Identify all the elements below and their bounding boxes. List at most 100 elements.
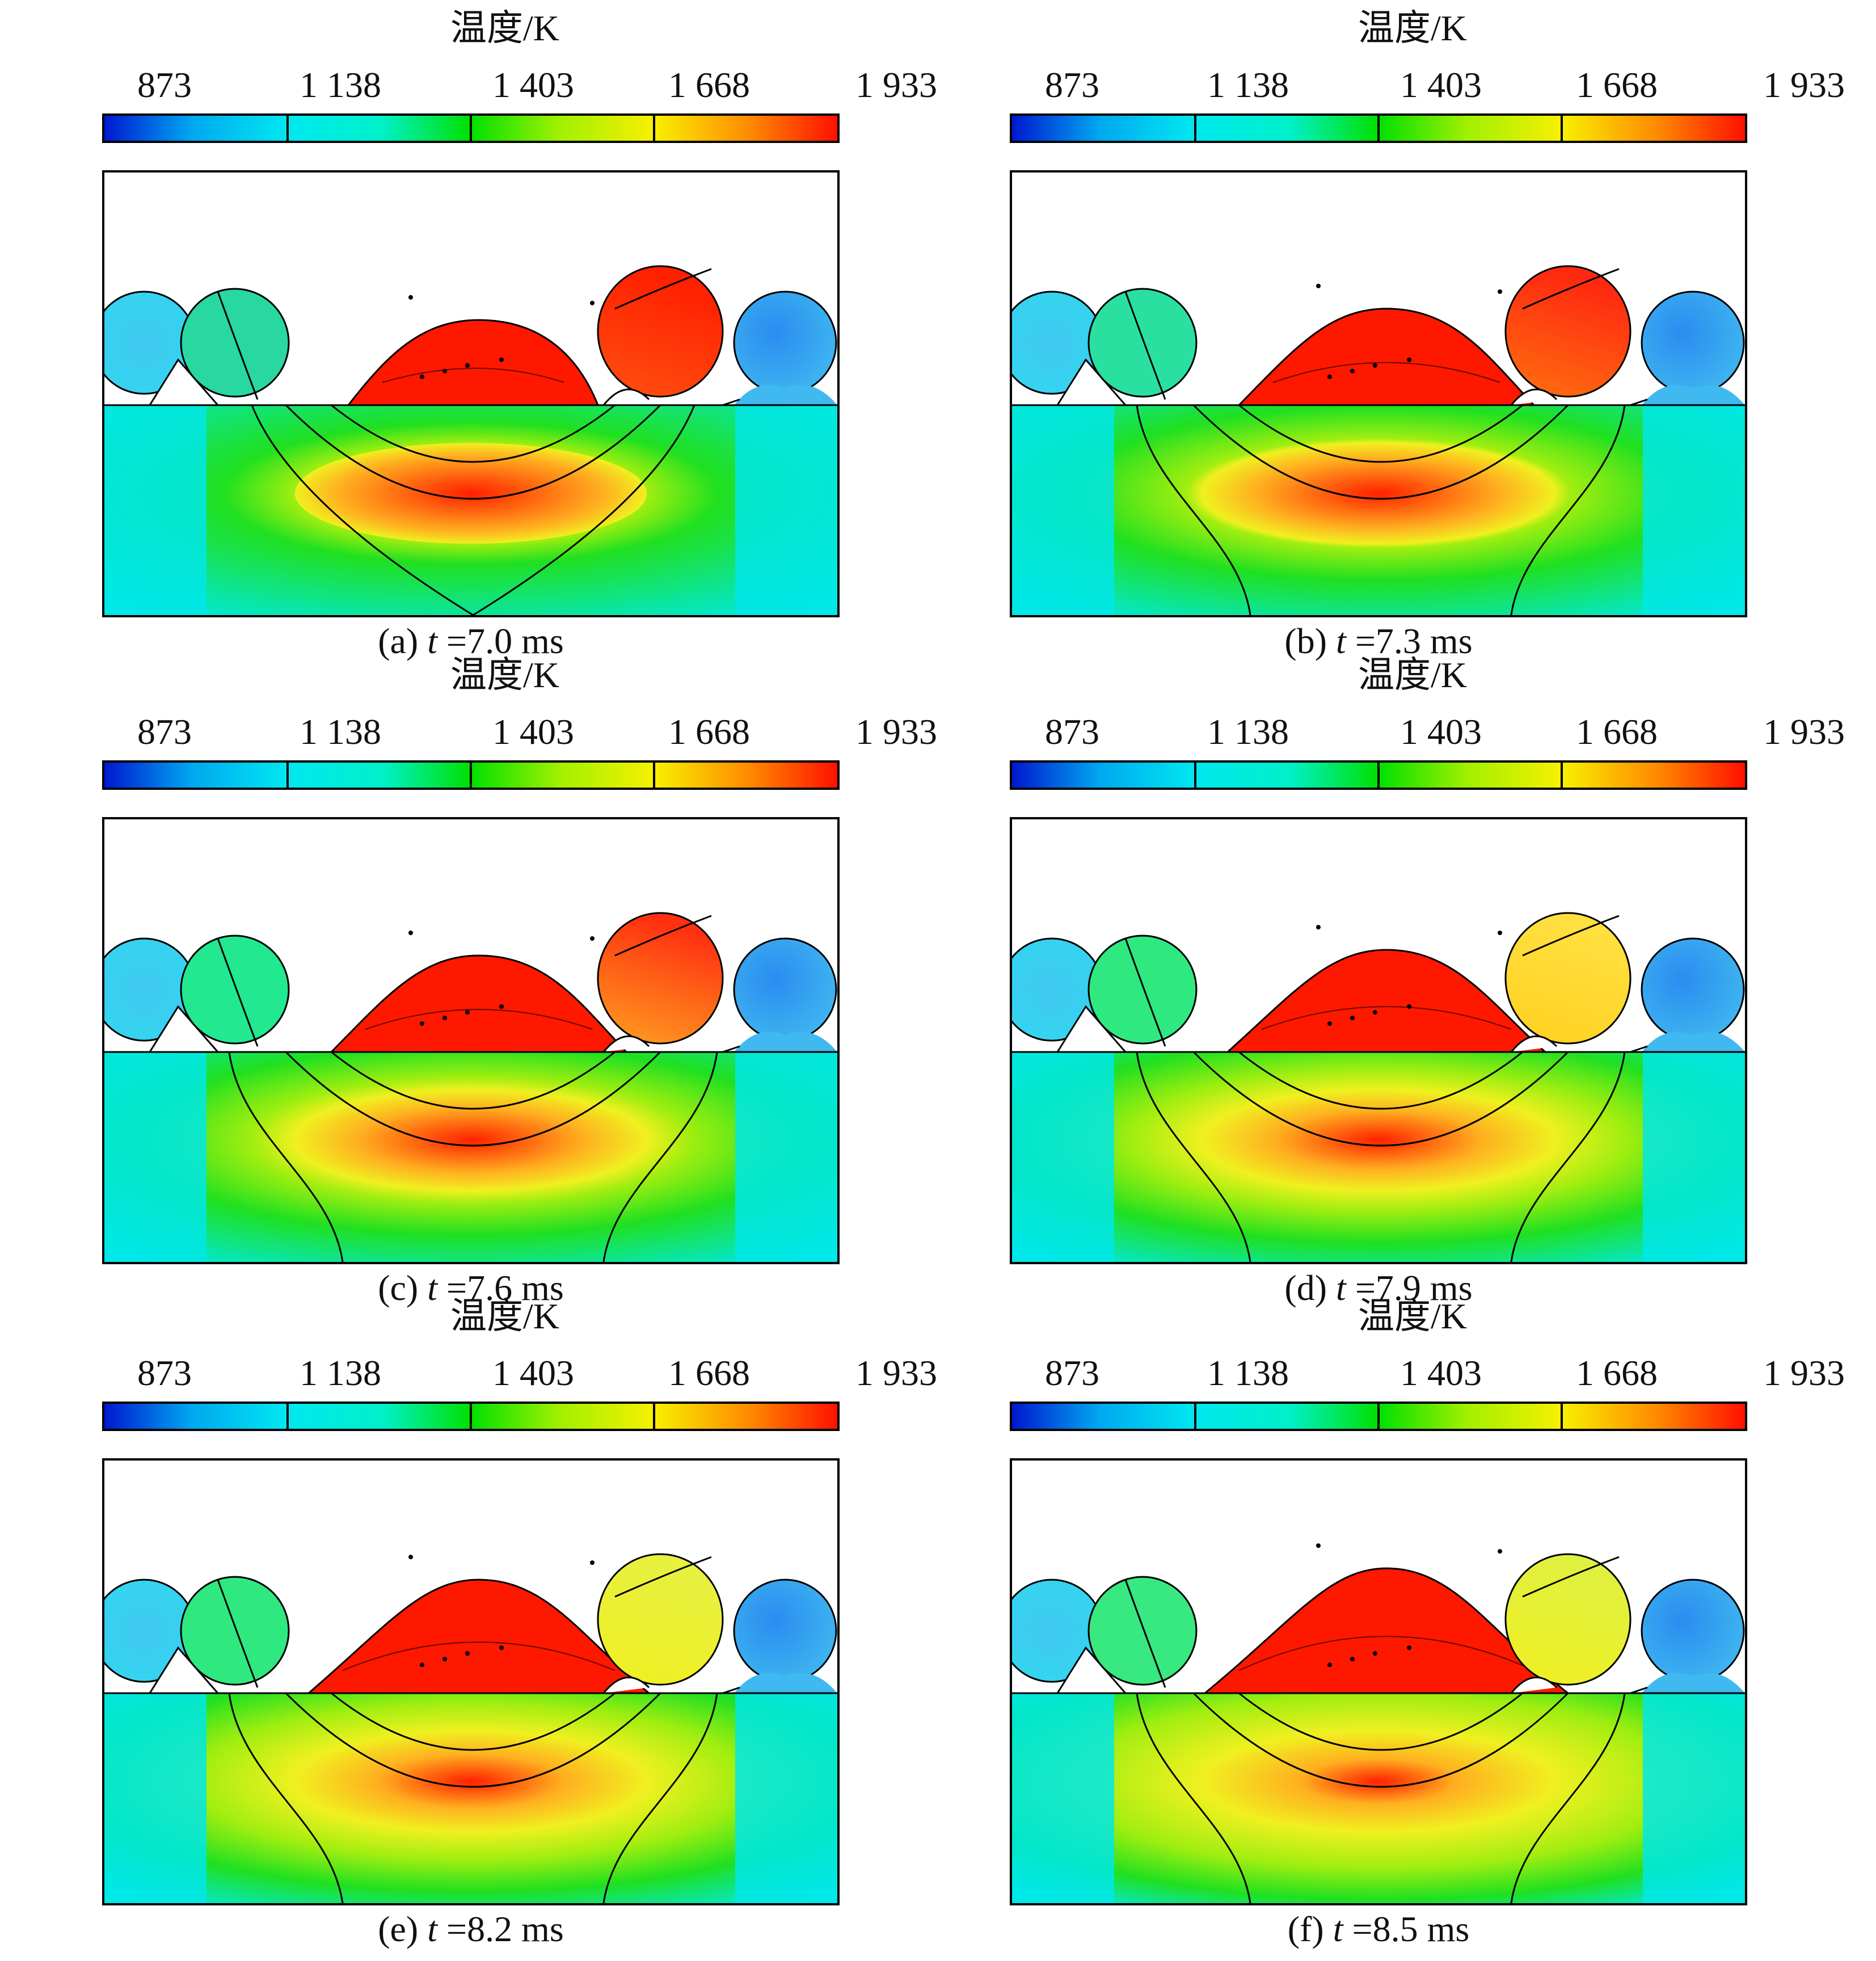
panel-label: (c) xyxy=(378,1268,419,1308)
panel-a: 温度/K 873 1 138 1 403 1 668 1 933 (a) t =7.0 ms xyxy=(79,6,937,661)
colorbar-tick-label: 1 138 xyxy=(300,1353,381,1393)
isotherm-contour xyxy=(602,1051,718,1262)
panel-caption: (b) t =7.3 ms xyxy=(987,618,1770,664)
spatter-particle xyxy=(420,1021,424,1026)
spatter-particle xyxy=(442,369,447,373)
spatter-particle xyxy=(465,363,470,368)
colorbar-tick-label: 1 138 xyxy=(1207,1353,1289,1393)
colorbar-divider xyxy=(286,116,289,141)
colorbar-tick-labels: 873 1 138 1 403 1 668 1 933 xyxy=(987,62,1845,108)
colorbar-title: 温度/K xyxy=(1358,1296,1467,1336)
colorbar-divider xyxy=(1561,116,1563,141)
spatter-particle xyxy=(590,936,595,941)
colorbar-tick-label: 1 933 xyxy=(855,1353,937,1393)
colorbar-tick-label: 1 403 xyxy=(1400,65,1482,105)
temperature-field-plot xyxy=(102,170,840,617)
temperature-field-plot xyxy=(102,817,840,1264)
spatter-particle xyxy=(408,295,413,300)
panel-label: (d) xyxy=(1284,1268,1327,1308)
time-value: =8.5 ms xyxy=(1352,1909,1470,1949)
spatter-particle xyxy=(1327,1663,1332,1667)
temperature-field-plot xyxy=(102,1458,840,1905)
colorbar-tick-label: 1 138 xyxy=(300,712,381,752)
isotherm-contour xyxy=(1510,1051,1626,1262)
melt-pool xyxy=(346,319,600,406)
colorbar-divider xyxy=(1377,1404,1380,1429)
colorbar-tick-labels: 873 1 138 1 403 1 668 1 933 xyxy=(987,1350,1845,1396)
isotherm-contour xyxy=(1510,1693,1626,1903)
panel-caption: (c) t =7.6 ms xyxy=(79,1265,862,1311)
colorbar-tick-labels: 873 1 138 1 403 1 668 1 933 xyxy=(987,709,1845,755)
time-variable: t xyxy=(1333,1909,1343,1949)
powder-particle xyxy=(1087,935,1198,1045)
colorbar-tick-label: 873 xyxy=(137,712,192,752)
isotherm-contour xyxy=(285,404,661,500)
colorbar-divider xyxy=(470,116,472,141)
temperature-field-svg xyxy=(104,912,837,1262)
colorbar-title: 温度/K xyxy=(1358,8,1467,48)
colorbar xyxy=(1010,113,1747,143)
colorbar-title: 温度/K xyxy=(450,655,559,695)
powder-particle-cold xyxy=(722,937,837,1053)
colorbar-tick-label: 1 138 xyxy=(300,65,381,105)
temperature-field-plot xyxy=(1010,170,1747,617)
spatter-particle xyxy=(465,1651,470,1656)
spatter-particle xyxy=(408,931,413,935)
time-value: =7.0 ms xyxy=(446,621,564,661)
powder-particle-cold xyxy=(722,291,837,406)
isotherm-contour xyxy=(331,404,616,463)
spatter-particle xyxy=(1350,369,1355,373)
colorbar-divider xyxy=(653,1404,655,1429)
powder-particle xyxy=(1087,288,1198,398)
powder-particle xyxy=(180,935,290,1045)
powder-particle-heated xyxy=(597,1553,724,1694)
powder-particle xyxy=(180,288,290,398)
panel-label: (f) xyxy=(1287,1909,1324,1949)
time-variable: t xyxy=(1336,1268,1346,1308)
spatter-particle xyxy=(1373,363,1377,368)
spatter-particle xyxy=(1373,1651,1377,1656)
colorbar-divider xyxy=(1194,116,1196,141)
isotherm-contour xyxy=(285,1692,661,1788)
colorbar-title: 温度/K xyxy=(450,8,559,48)
spatter-particle xyxy=(499,357,504,362)
colorbar-divider xyxy=(286,1404,289,1429)
colorbar-tick-label: 1 668 xyxy=(1576,1353,1658,1393)
time-variable: t xyxy=(1336,621,1346,661)
spatter-particle xyxy=(1327,374,1332,379)
substrate xyxy=(1012,405,1745,615)
powder-particle-cold xyxy=(1630,937,1745,1053)
isotherm-contour xyxy=(1510,405,1626,615)
isotherm-contour xyxy=(285,1051,661,1147)
substrate xyxy=(1012,1693,1745,1903)
colorbar xyxy=(1010,1402,1747,1431)
colorbar-title: 温度/K xyxy=(450,1296,559,1336)
isotherm-contour xyxy=(331,1692,616,1751)
colorbar-tick-label: 1 668 xyxy=(668,712,750,752)
temperature-field-svg xyxy=(1012,265,1745,615)
colorbar-tick-label: 1 933 xyxy=(1763,65,1845,105)
spatter-particle xyxy=(590,301,595,305)
colorbar-tick-label: 1 933 xyxy=(855,712,937,752)
colorbar-tick-label: 1 403 xyxy=(1400,1353,1482,1393)
spatter-particle xyxy=(420,1663,424,1667)
spatter-particle xyxy=(1316,1543,1321,1548)
time-variable: t xyxy=(427,1909,438,1949)
colorbar-tick-label: 873 xyxy=(1045,712,1099,752)
powder-particles-left xyxy=(1012,935,1198,1053)
spatter-particle xyxy=(1498,1549,1502,1554)
temperature-field-svg xyxy=(104,1553,837,1903)
colorbar-tick-label: 1 403 xyxy=(492,1353,574,1393)
isotherm-contour xyxy=(251,405,695,615)
colorbar-tick-label: 1 668 xyxy=(668,65,750,105)
spatter-particle xyxy=(1373,1010,1377,1015)
colorbar-divider xyxy=(1561,1404,1563,1429)
temperature-field-svg xyxy=(1012,912,1745,1262)
powder-particle-cold xyxy=(722,1579,837,1694)
colorbar-tick-label: 873 xyxy=(1045,1353,1099,1393)
colorbar-tick-label: 1 138 xyxy=(1207,712,1289,752)
colorbar xyxy=(102,113,840,143)
spatter-particle xyxy=(408,1555,413,1559)
panel-c: 温度/K 873 1 138 1 403 1 668 1 933 (c) t =7.6 ms xyxy=(79,653,937,1308)
powder-particles-left xyxy=(104,1576,290,1694)
